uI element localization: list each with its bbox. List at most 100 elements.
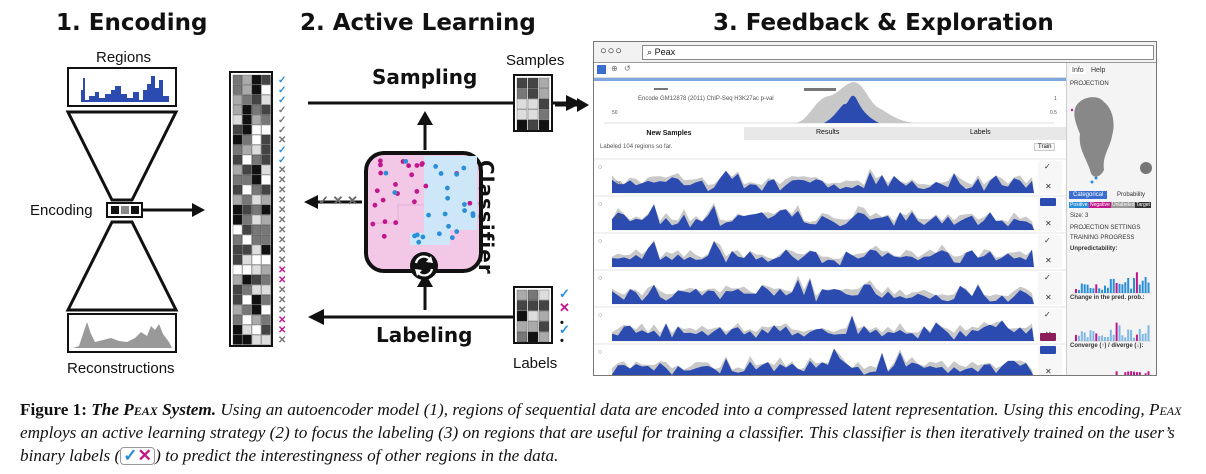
accept-button[interactable]: ✓ <box>1044 273 1051 282</box>
matrix-cell <box>242 194 252 205</box>
matrix-cell <box>251 334 262 345</box>
legend-negative: Negative <box>1089 202 1111 208</box>
color-mode-probability[interactable]: Probability <box>1117 192 1146 198</box>
selected-label-button[interactable] <box>1040 346 1056 354</box>
progress-bar <box>1133 371 1135 375</box>
progress-bar <box>1133 337 1135 341</box>
mini-cell <box>538 98 550 110</box>
legend-positive: Positive <box>1069 202 1089 208</box>
matrix-cell <box>242 284 252 295</box>
matrix-cell <box>251 124 262 135</box>
side-tab-info[interactable]: Info <box>1070 67 1086 74</box>
accept-button[interactable]: ✓ <box>1044 162 1051 171</box>
encoding-matrix: ✓✓✓✓✓✓✕✓✓✕✕✕✕✕✕✕✕✕✕✕✕✕✕✕✕✕✕ <box>229 71 286 347</box>
progress-bar <box>1101 289 1104 293</box>
cross-mark: ✕ <box>278 135 286 146</box>
matrix-cell <box>232 244 243 255</box>
matrix-cell <box>261 314 271 325</box>
reject-button[interactable]: ✕ <box>1045 293 1052 302</box>
progress-bar <box>1095 333 1098 341</box>
caption-text-1: Using an autoencoder model (1), regions … <box>220 400 1145 419</box>
cursor-icon[interactable] <box>597 65 606 74</box>
classifier-dot <box>409 172 415 178</box>
matrix-cell <box>242 274 252 285</box>
svg-text:✕: ✕ <box>559 300 570 315</box>
matrix-cell <box>242 134 252 145</box>
tab-labels[interactable]: Labels <box>970 129 991 136</box>
matrix-cell <box>242 214 252 225</box>
autoencoder-diagram <box>65 67 205 353</box>
matrix-cell <box>242 314 252 325</box>
selected-label-button[interactable] <box>1040 198 1056 206</box>
encoder-trapezoid <box>65 110 179 202</box>
info-side-panel: Info Help PROJECTION Categorical Probabi… <box>1066 63 1156 376</box>
classifier-dot <box>467 200 473 206</box>
tab-new-samples[interactable]: New Samples <box>594 127 744 140</box>
cross-mark: ✕ <box>278 195 286 206</box>
color-mode-categorical[interactable]: Categorical <box>1069 191 1108 199</box>
progress-bar <box>1124 337 1127 341</box>
reject-button[interactable]: ✕ <box>1045 219 1052 228</box>
progress-bar <box>1138 284 1141 293</box>
window-controls[interactable]: ○○○ <box>600 45 623 57</box>
cross-mark: ✕ <box>278 165 286 176</box>
mini-cell <box>516 77 528 89</box>
matrix-cell <box>242 84 252 95</box>
matrix-cell <box>251 94 262 105</box>
side-tab-help[interactable]: Help <box>1091 67 1106 74</box>
results-tabs: New Samples Results Labels <box>594 127 1066 140</box>
projection-settings-heading[interactable]: PROJECTION SETTINGS <box>1070 225 1141 231</box>
classifier-dot <box>372 202 378 208</box>
reject-button[interactable]: ✕ <box>1045 256 1052 265</box>
size-control[interactable]: Size: 3 <box>1070 213 1089 219</box>
reject-button[interactable]: ✕ <box>1045 182 1052 191</box>
track-signal <box>612 315 1034 341</box>
selected-label-button[interactable] <box>1040 333 1056 341</box>
training-progress-heading[interactable]: TRAINING PROGRESS <box>1070 235 1135 241</box>
matrix-cell <box>251 114 262 125</box>
matrix-cell <box>261 164 271 175</box>
address-bar[interactable]: ⌕ Peax <box>642 45 1154 60</box>
reconstruction-box <box>67 313 177 353</box>
classifier-dot <box>442 211 448 217</box>
progress-bar <box>1135 334 1138 341</box>
matrix-cell <box>261 144 271 155</box>
caption-text-3: ) to predict the interestingness of othe… <box>155 446 559 465</box>
cross-mark: ✕ <box>278 235 286 246</box>
progress-bar <box>1098 288 1101 293</box>
matrix-cell <box>232 84 243 95</box>
matrix-cell <box>251 194 262 205</box>
progress-bar <box>1112 334 1115 341</box>
projection-heading[interactable]: PROJECTION <box>1070 81 1109 87</box>
sample-tracks: ○✓✕○✓✕○✓✕○✓✕○✓✕○✓✕ 20 40 <box>594 158 1066 376</box>
svg-text:○: ○ <box>598 201 602 208</box>
accept-button[interactable]: ✓ <box>1044 236 1051 245</box>
progress-bar <box>1113 375 1115 376</box>
matrix-cell <box>261 174 271 185</box>
accept-button[interactable]: ✓ <box>1044 310 1051 319</box>
matrix-cell <box>251 74 262 85</box>
tab-results[interactable]: Results <box>816 129 840 136</box>
matrix-cell <box>232 154 243 165</box>
matrix-cell <box>251 164 262 175</box>
svg-text:○: ○ <box>598 312 602 319</box>
matrix-cell <box>242 334 252 345</box>
classifier-dot <box>433 164 439 169</box>
classifier-dot <box>454 229 460 234</box>
progress-bar <box>1147 282 1150 293</box>
encoding-label: Encoding <box>30 202 93 219</box>
matrix-cell <box>242 94 252 105</box>
reject-button[interactable]: ✕ <box>1045 367 1052 376</box>
classifier-dot <box>393 220 399 226</box>
matrix-cell <box>232 174 243 185</box>
progress-bar <box>1092 331 1095 341</box>
link-icon[interactable]: ↺ <box>624 64 631 73</box>
labels-label: Labels <box>513 355 558 372</box>
classifier-dot <box>454 171 460 177</box>
check-mark: ✓ <box>278 85 286 96</box>
train-button[interactable]: Train <box>1034 143 1056 151</box>
active-learning-title: 2. Active Learning <box>300 10 536 36</box>
check-icon: ✓ <box>123 446 138 465</box>
zoom-icon[interactable]: ⊕ <box>611 64 618 73</box>
progress-bar <box>1104 336 1106 341</box>
